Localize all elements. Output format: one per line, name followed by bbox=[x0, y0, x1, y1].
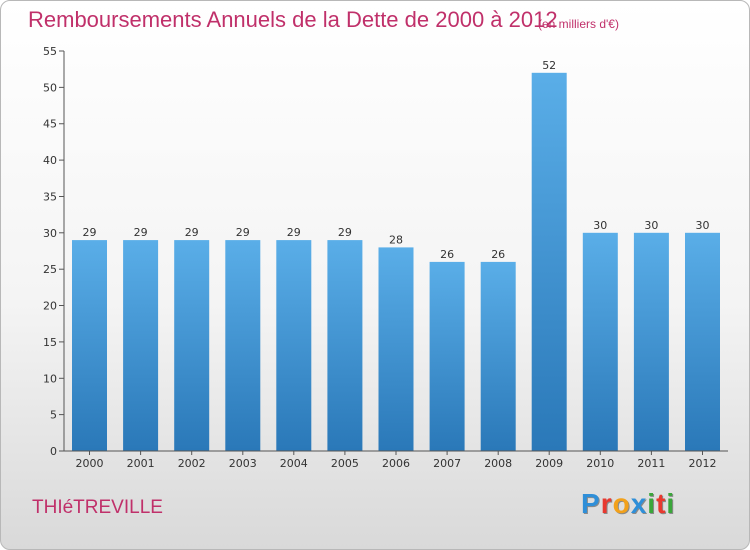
y-tick-label-55: 55 bbox=[43, 45, 57, 58]
logo-letter: t bbox=[656, 488, 667, 519]
y-tick-label-30: 30 bbox=[43, 227, 57, 240]
x-tick-label-2008: 2008 bbox=[484, 457, 512, 470]
value-label-2003: 29 bbox=[236, 226, 250, 239]
value-label-2001: 29 bbox=[134, 226, 148, 239]
value-label-2011: 30 bbox=[644, 219, 658, 232]
bar-2000 bbox=[72, 240, 107, 451]
y-tick-label-50: 50 bbox=[43, 81, 57, 94]
x-tick-label-2005: 2005 bbox=[331, 457, 359, 470]
y-tick-label-0: 0 bbox=[50, 445, 57, 458]
y-tick-label-45: 45 bbox=[43, 118, 57, 131]
bar-2011 bbox=[633, 232, 669, 451]
y-tick-label-10: 10 bbox=[43, 372, 57, 385]
x-tick-label-2009: 2009 bbox=[535, 457, 563, 470]
proxiti-logo: Proxiti bbox=[581, 488, 675, 520]
value-label-2012: 30 bbox=[696, 219, 710, 232]
x-tick-label-2000: 2000 bbox=[76, 457, 104, 470]
chart-title: Remboursements Annuels de la Dette de 20… bbox=[28, 7, 558, 32]
logo-letter: r bbox=[600, 488, 613, 519]
x-tick-label-2007: 2007 bbox=[433, 457, 461, 470]
bar-2004 bbox=[276, 240, 312, 451]
logo-letter: i bbox=[666, 488, 676, 519]
x-tick-label-2012: 2012 bbox=[689, 457, 717, 470]
value-label-2005: 29 bbox=[338, 226, 352, 239]
x-tick-label-2004: 2004 bbox=[280, 457, 308, 470]
value-label-2006: 28 bbox=[389, 233, 403, 246]
bar-2009 bbox=[531, 72, 567, 452]
bar-2007 bbox=[429, 261, 465, 451]
bar-2002 bbox=[174, 240, 210, 451]
y-tick-label-35: 35 bbox=[43, 191, 57, 204]
value-label-2009: 52 bbox=[542, 59, 556, 72]
bar-2001 bbox=[123, 240, 159, 451]
value-label-2008: 26 bbox=[491, 248, 505, 261]
bar-2010 bbox=[582, 232, 618, 451]
logo-letter: i bbox=[647, 488, 657, 519]
logo-letter: o bbox=[612, 488, 631, 519]
bar-2005 bbox=[327, 240, 363, 451]
bar-2012 bbox=[685, 232, 720, 451]
y-tick-label-20: 20 bbox=[43, 300, 57, 313]
bar-2006 bbox=[378, 247, 414, 451]
value-label-2000: 29 bbox=[83, 226, 97, 239]
value-label-2010: 30 bbox=[593, 219, 607, 232]
x-tick-label-2003: 2003 bbox=[229, 457, 257, 470]
x-tick-label-2001: 2001 bbox=[127, 457, 155, 470]
commune-name: THIéTREVILLE bbox=[32, 497, 163, 518]
y-tick-label-15: 15 bbox=[43, 336, 57, 349]
x-tick-label-2011: 2011 bbox=[637, 457, 665, 470]
value-label-2004: 29 bbox=[287, 226, 301, 239]
logo-letter: x bbox=[630, 488, 648, 519]
x-tick-label-2002: 2002 bbox=[178, 457, 206, 470]
bar-2003 bbox=[225, 240, 261, 451]
bar-2008 bbox=[480, 261, 516, 451]
y-tick-label-25: 25 bbox=[43, 263, 57, 276]
x-tick-label-2006: 2006 bbox=[382, 457, 410, 470]
y-tick-label-40: 40 bbox=[43, 154, 57, 167]
value-label-2007: 26 bbox=[440, 248, 454, 261]
chart-units: (en milliers d'€) bbox=[538, 17, 619, 31]
x-tick-label-2010: 2010 bbox=[586, 457, 614, 470]
value-label-2002: 29 bbox=[185, 226, 199, 239]
y-tick-label-5: 5 bbox=[50, 409, 57, 422]
logo-letter: P bbox=[581, 488, 601, 519]
